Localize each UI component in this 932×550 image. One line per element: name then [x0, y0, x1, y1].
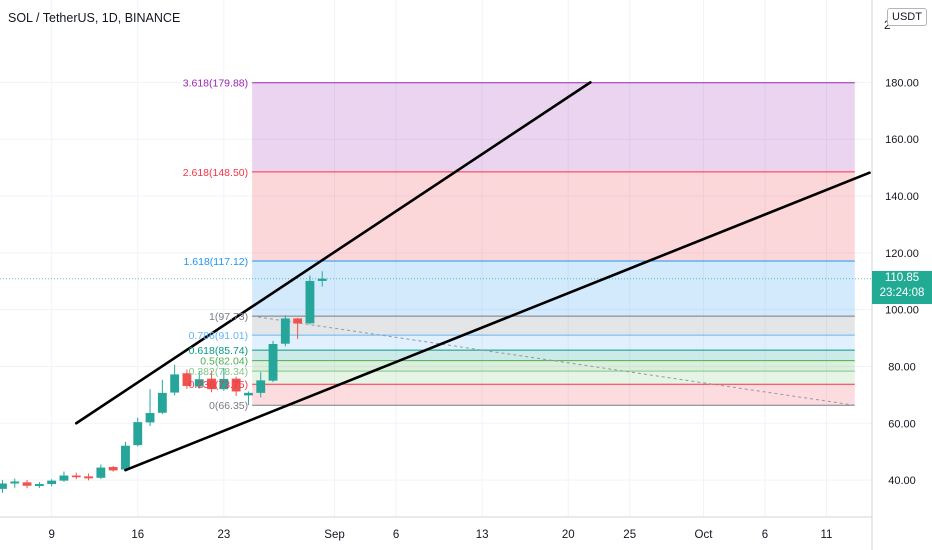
fib-level-label: 0.236(73.75) [189, 379, 249, 391]
y-tick-label: 180.00 [885, 77, 919, 89]
trend-line [124, 171, 871, 472]
candle-body [71, 475, 81, 478]
fib-zone [252, 260, 855, 317]
x-tick-label: 20 [562, 529, 575, 541]
candle-body [22, 482, 32, 486]
last-price-tag: 110.85 23:24:08 [872, 271, 932, 304]
candle-body [157, 392, 167, 413]
x-tick-label: 25 [623, 529, 636, 541]
candle-body [34, 484, 44, 487]
fib-zone [252, 371, 855, 385]
candle-body [305, 280, 315, 324]
y-tick-label: 40.00 [888, 475, 916, 487]
candle-body [207, 378, 216, 390]
candle-body [47, 480, 57, 485]
currency-badge[interactable]: USDT [887, 8, 927, 26]
candle-body [96, 467, 106, 478]
candle-body [293, 318, 303, 324]
x-tick-label: 23 [217, 529, 230, 541]
candle-body [317, 278, 327, 281]
candle-body [219, 378, 229, 390]
candle-body [268, 344, 278, 381]
candle-body [280, 318, 290, 344]
fib-zone [252, 171, 855, 261]
candle-body [133, 422, 143, 446]
candle-body [10, 481, 20, 484]
x-tick-label: 6 [762, 529, 768, 541]
fib-level-label: 0.618(85.74) [189, 345, 249, 357]
candle-body [170, 374, 180, 393]
y-tick-label: 100.00 [885, 305, 919, 317]
x-tick-label: 9 [48, 529, 54, 541]
fib-level-label: 2.618(148.50) [183, 167, 248, 179]
x-tick-label: Oct [695, 529, 714, 541]
trend-line [74, 81, 592, 425]
candle-body [244, 392, 253, 396]
y-tick-label: 160.00 [885, 134, 919, 146]
y-tick-label: 120.00 [885, 248, 919, 260]
fib-level-label: 3.618(179.88) [183, 78, 248, 90]
candle-body [231, 378, 241, 392]
candle-body [108, 467, 118, 471]
fib-zone [252, 316, 855, 336]
y-tick-label: 80.00 [888, 361, 916, 373]
y-tick-label: 60.00 [888, 418, 916, 430]
fib-zone [252, 82, 855, 172]
fib-zone [252, 350, 855, 361]
fib-level-label: 0.5(82.04) [200, 356, 248, 368]
fib-level-label: 1.618(117.12) [184, 256, 249, 268]
fib-zone [252, 384, 855, 406]
fib-zone [252, 360, 855, 372]
fib-level-label: 0.382(78.34) [189, 366, 249, 378]
fib-zone [252, 335, 855, 351]
candle-body [194, 379, 204, 387]
symbol-title: SOL / TetherUS, 1D, BINANCE [8, 11, 181, 25]
candle-body [182, 373, 192, 387]
candle-body [145, 413, 155, 423]
y-tick-label: 140.00 [885, 191, 919, 203]
candle-body [84, 476, 93, 479]
x-tick-label: 16 [131, 529, 144, 541]
fib-level-label: 1(97.73) [209, 311, 248, 323]
candle-body [59, 475, 69, 481]
fib-level-label: 0.786(91.01) [189, 330, 249, 342]
x-tick-label: 6 [393, 529, 399, 541]
candle-body [0, 483, 7, 489]
x-tick-label: 13 [476, 529, 489, 541]
x-tick-label: 11 [821, 529, 833, 541]
x-tick-label: Sep [324, 529, 344, 541]
bar-countdown: 23:24:08 [879, 287, 925, 299]
candle-body [256, 380, 266, 393]
last-price-value: 110.85 [884, 272, 920, 284]
candle-body [121, 445, 130, 470]
fib-level-label: 0(66.35) [209, 400, 248, 412]
